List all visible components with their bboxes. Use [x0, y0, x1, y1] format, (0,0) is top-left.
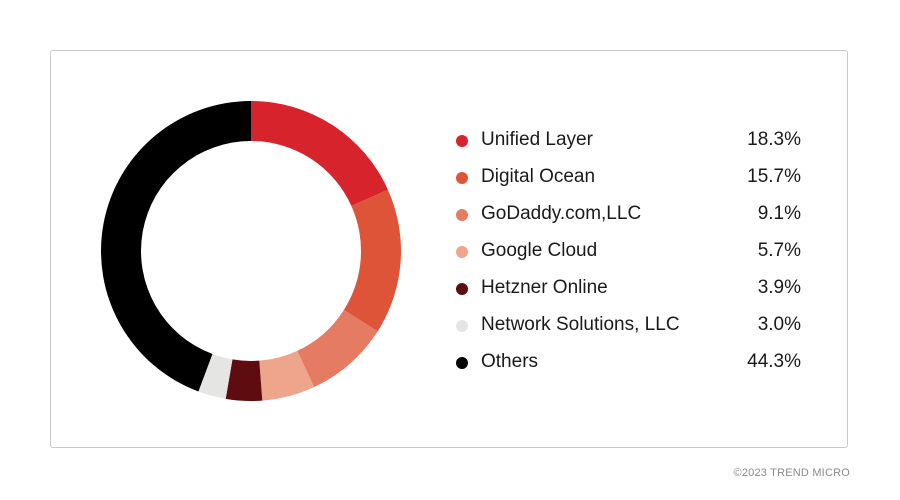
legend-value: 5.7%	[757, 240, 801, 261]
donut-slice-unified-layer	[251, 101, 388, 207]
donut-slice-hetzner-online	[225, 359, 263, 401]
legend-label: Hetzner Online	[481, 277, 608, 298]
legend-item-digital-ocean: Digital Ocean 15.7%	[451, 160, 801, 197]
legend-swatch	[456, 283, 468, 295]
legend-value: 3.9%	[757, 277, 801, 298]
donut-slice-others	[101, 101, 251, 392]
legend-item-unified-layer: Unified Layer 18.3%	[451, 123, 801, 160]
chart-card: Unified Layer 18.3% Digital Ocean 15.7% GoDa…	[50, 50, 848, 448]
donut-chart	[101, 101, 401, 401]
legend-label: Unified Layer	[481, 129, 593, 150]
legend-swatch	[456, 209, 468, 221]
legend-item-godaddy-com-llc: GoDaddy.com,LLC 9.1%	[451, 197, 801, 234]
legend-value: 18.3%	[747, 129, 801, 150]
copyright-text: ©2023 TREND MICRO	[733, 467, 850, 479]
legend-item-others: Others 44.3%	[451, 345, 801, 382]
legend-value: 3.0%	[757, 314, 801, 335]
legend-item-hetzner-online: Hetzner Online 3.9%	[451, 271, 801, 308]
legend-value: 9.1%	[757, 203, 801, 224]
donut-slice-godaddy-com-llc	[297, 309, 378, 388]
legend-label: Others	[481, 351, 539, 372]
legend-swatch	[456, 135, 468, 147]
chart-legend: Unified Layer 18.3% Digital Ocean 15.7% GoDa…	[451, 123, 801, 382]
legend-label: Google Cloud	[481, 240, 598, 261]
legend-value: 44.3%	[747, 351, 801, 372]
legend-label: GoDaddy.com,LLC	[481, 203, 642, 224]
legend-swatch	[456, 246, 468, 258]
legend-swatch	[456, 320, 468, 332]
legend-label: Network Solutions, LLC	[481, 314, 680, 335]
legend-value: 15.7%	[747, 166, 801, 187]
donut-slice-network-solutions-llc	[198, 354, 233, 399]
legend-item-google-cloud: Google Cloud 5.7%	[451, 234, 801, 271]
donut-slice-digital-ocean	[343, 189, 401, 332]
legend-label: Digital Ocean	[481, 166, 596, 187]
legend-swatch	[456, 357, 468, 369]
donut-slice-google-cloud	[259, 350, 315, 401]
legend-swatch	[456, 172, 468, 184]
legend-item-network-solutions-llc: Network Solutions, LLC 3.0%	[451, 308, 801, 345]
